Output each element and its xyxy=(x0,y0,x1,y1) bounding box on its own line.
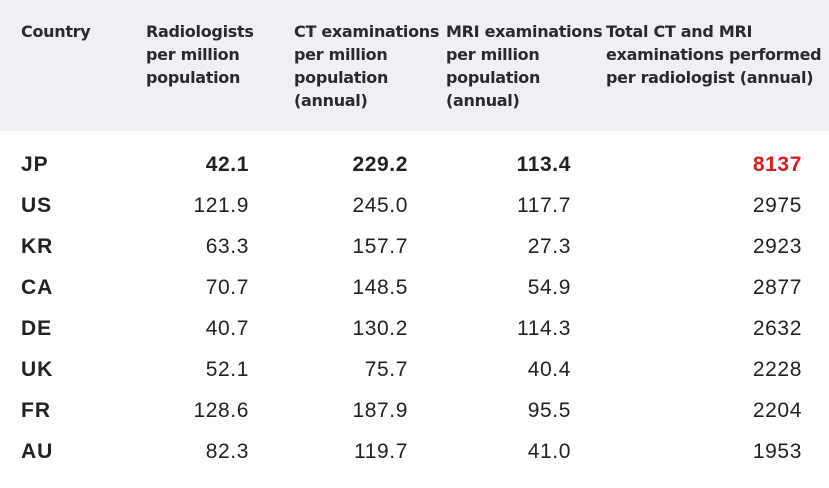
radiologists-cell: 82.3 xyxy=(205,440,249,463)
country-cell: UK xyxy=(21,358,54,381)
mri-cell: 114.3 xyxy=(517,317,571,340)
radiologists-cell: 42.1 xyxy=(205,153,249,176)
ct-cell: 245.0 xyxy=(352,194,408,217)
mri-cell: 40.4 xyxy=(527,358,571,381)
table-row-ca: CA 70.7 148.5 54.9 2877 xyxy=(0,267,829,308)
total-cell: 2228 xyxy=(752,358,802,381)
country-cell: AU xyxy=(21,440,54,463)
ct-cell: 229.2 xyxy=(352,153,408,176)
table-row-de: DE 40.7 130.2 114.3 2632 xyxy=(0,308,829,349)
table-row-au: AU 82.3 119.7 41.0 1953 xyxy=(0,431,829,472)
table-row-kr: KR 63.3 157.7 27.3 2923 xyxy=(0,226,829,267)
header-mri: MRI examinations per million population … xyxy=(446,22,603,110)
ct-cell: 187.9 xyxy=(352,399,408,422)
table-row-uk: UK 52.1 75.7 40.4 2228 xyxy=(0,349,829,390)
country-cell: DE xyxy=(21,317,53,340)
radiologists-cell: 121.9 xyxy=(193,194,249,217)
total-cell: 2975 xyxy=(752,194,802,217)
total-cell: 8137 xyxy=(752,153,802,176)
total-cell: 2923 xyxy=(752,235,802,258)
table-header: Country Radiologists per million populat… xyxy=(0,0,829,131)
radiologists-cell: 52.1 xyxy=(205,358,249,381)
country-cell: JP xyxy=(21,153,49,176)
country-cell: KR xyxy=(21,235,54,258)
total-cell: 1953 xyxy=(752,440,802,463)
total-cell: 2632 xyxy=(752,317,802,340)
total-cell: 2204 xyxy=(752,399,802,422)
country-cell: CA xyxy=(21,276,54,299)
mri-cell: 113.4 xyxy=(516,153,571,176)
radiologists-cell: 63.3 xyxy=(205,235,249,258)
ct-cell: 157.7 xyxy=(352,235,408,258)
header-ct: CT examinations per million population (… xyxy=(294,22,440,110)
header-country: Country xyxy=(21,22,91,41)
header-total: Total CT and MRI examinations performed … xyxy=(606,22,822,87)
table-row-jp: JP 42.1 229.2 113.4 8137 xyxy=(0,144,829,185)
mri-cell: 27.3 xyxy=(527,235,571,258)
radiologists-cell: 128.6 xyxy=(193,399,249,422)
mri-cell: 54.9 xyxy=(527,276,571,299)
mri-cell: 41.0 xyxy=(527,440,571,463)
ct-cell: 119.7 xyxy=(354,440,408,463)
ct-cell: 75.7 xyxy=(364,358,408,381)
mri-cell: 117.7 xyxy=(517,194,571,217)
ct-cell: 130.2 xyxy=(352,317,408,340)
radiologists-cell: 40.7 xyxy=(205,317,249,340)
table-row-fr: FR 128.6 187.9 95.5 2204 xyxy=(0,390,829,431)
mri-cell: 95.5 xyxy=(527,399,571,422)
country-cell: US xyxy=(21,194,53,217)
country-cell: FR xyxy=(21,399,51,422)
radiologists-cell: 70.7 xyxy=(205,276,249,299)
total-cell: 2877 xyxy=(752,276,802,299)
header-radiologists: Radiologists per million population xyxy=(146,22,254,87)
ct-cell: 148.5 xyxy=(352,276,408,299)
table-row-us: US 121.9 245.0 117.7 2975 xyxy=(0,185,829,226)
